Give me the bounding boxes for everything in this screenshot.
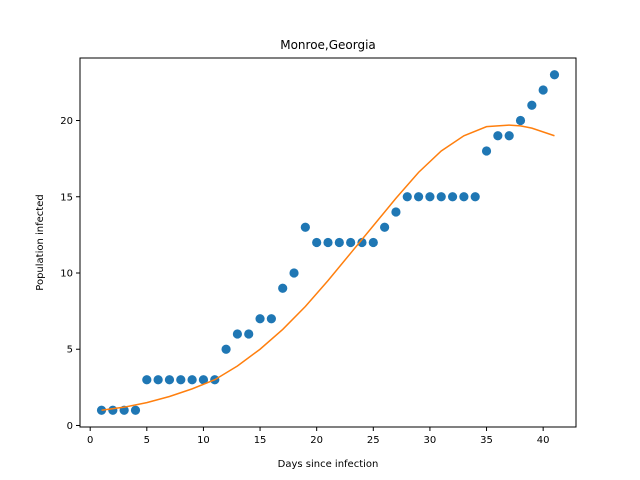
- x-tick-label: 25: [367, 435, 380, 446]
- series-layer: [96, 70, 560, 415]
- data-point: [164, 375, 175, 385]
- data-point: [289, 268, 299, 278]
- x-tick-label: 35: [480, 435, 493, 446]
- data-point: [232, 329, 243, 339]
- data-point: [334, 237, 344, 248]
- data-point: [538, 85, 548, 95]
- data-point: [266, 314, 276, 324]
- data-point: [255, 314, 265, 324]
- data-point: [244, 329, 254, 339]
- y-tick-label: 5: [67, 345, 73, 356]
- y-axis-label: Population infected: [35, 194, 46, 290]
- data-point: [142, 375, 152, 385]
- data-point: [187, 375, 197, 385]
- data-point: [549, 70, 560, 80]
- data-point: [312, 237, 322, 248]
- data-point: [357, 237, 367, 248]
- y-axis: 0 5 10 15 20: [60, 116, 80, 432]
- data-point: [470, 192, 480, 202]
- y-tick-label: 20: [60, 116, 73, 127]
- x-tick-label: 0: [87, 435, 93, 446]
- x-tick-label: 40: [537, 435, 550, 446]
- data-point: [447, 192, 458, 202]
- x-axis: 0 5 10 15 20 25 30 35 40: [87, 427, 550, 446]
- data-point: [278, 283, 288, 293]
- chart-title: Monroe,Georgia: [280, 38, 376, 52]
- data-point: [481, 146, 492, 156]
- data-point: [527, 100, 537, 110]
- x-tick-label: 10: [197, 435, 210, 446]
- y-tick-label: 10: [60, 268, 73, 279]
- x-tick-label: 5: [144, 435, 150, 446]
- data-point: [413, 192, 424, 202]
- y-tick-label: 0: [67, 421, 73, 432]
- x-tick-label: 20: [310, 435, 323, 446]
- data-point: [221, 344, 231, 354]
- x-axis-label: Days since infection: [278, 459, 379, 470]
- data-point: [346, 237, 356, 248]
- data-point: [515, 115, 526, 126]
- x-tick-label: 30: [424, 435, 437, 446]
- data-point: [425, 192, 435, 202]
- data-point: [153, 375, 163, 385]
- data-point: [176, 375, 186, 385]
- data-point: [504, 131, 514, 141]
- data-point: [402, 192, 412, 202]
- data-point: [459, 192, 469, 202]
- data-point: [493, 131, 503, 141]
- data-point: [391, 207, 401, 217]
- data-point: [300, 222, 310, 232]
- data-point: [130, 405, 141, 415]
- data-point: [323, 237, 333, 248]
- x-tick-label: 15: [254, 435, 267, 446]
- data-point: [198, 375, 209, 385]
- data-point: [368, 237, 378, 248]
- y-tick-label: 15: [60, 192, 73, 203]
- plot-frame: [79, 57, 577, 428]
- fit-line: [101, 124, 555, 411]
- data-point: [436, 192, 446, 202]
- data-point: [108, 405, 118, 415]
- data-point: [380, 222, 390, 232]
